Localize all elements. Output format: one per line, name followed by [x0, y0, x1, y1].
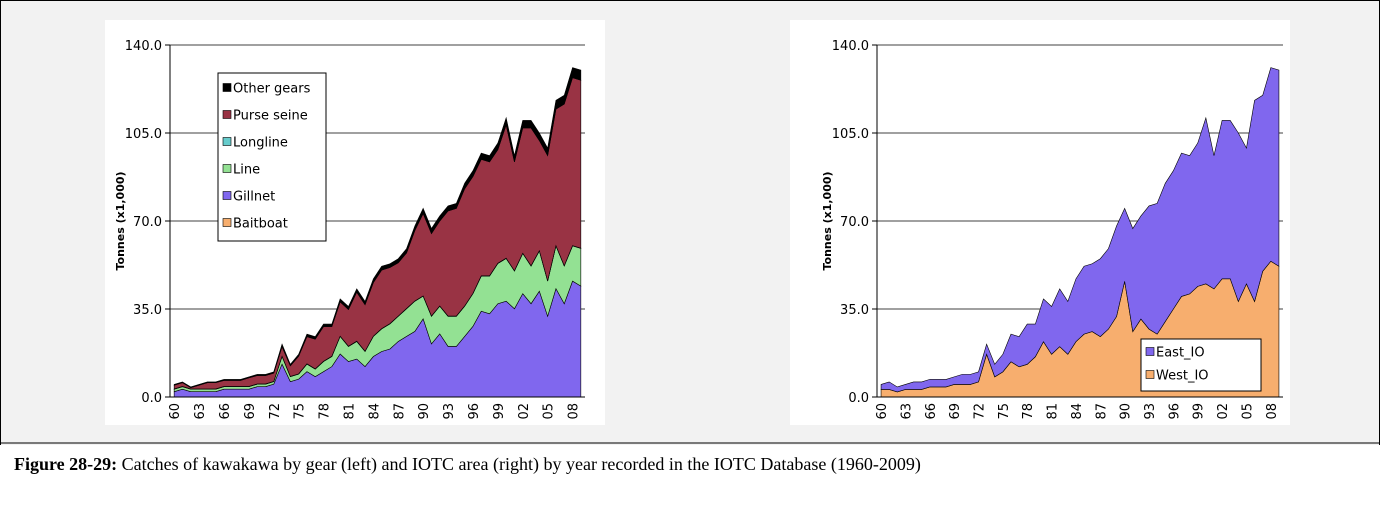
figure: 0.0 35.0 70.0 105.0 140.0 60 63 66 69 72 75 78 81 84 8…: [0, 0, 1380, 445]
x-tick-label: 69: [948, 403, 963, 420]
y-axis-label: Tonnes (x1,000): [821, 171, 834, 270]
legend-label: West_IO: [1156, 369, 1209, 384]
legend: [1140, 338, 1262, 392]
y-tick-label: 0.0: [141, 391, 162, 406]
x-tick-label: 84: [1070, 403, 1085, 420]
y-tick-label: 140.0: [832, 39, 869, 54]
x-tick-label: 75: [997, 403, 1012, 420]
x-tick-label: 93: [442, 403, 457, 420]
x-tick-label: 99: [492, 403, 507, 420]
x-tick-label: 02: [1216, 403, 1231, 420]
legend-label: Baitboat: [233, 217, 288, 232]
area: [173, 67, 582, 389]
legend-label: Purse seine: [233, 109, 308, 124]
x-tick-label: 90: [417, 403, 432, 420]
x-tick-label: 08: [567, 403, 582, 420]
legend: [217, 72, 327, 242]
x-tick-label: 87: [1094, 403, 1109, 420]
x-tick-label: 78: [1021, 403, 1036, 420]
x-tick-label: 72: [973, 403, 988, 420]
y-tick-label: 70.0: [133, 215, 162, 230]
x-tick-label: 60: [875, 403, 890, 420]
legend-swatch: [1145, 370, 1155, 379]
x-tick-label: 69: [243, 403, 258, 420]
x-tick-label: 63: [899, 403, 914, 420]
y-tick-label: 105.0: [832, 127, 869, 142]
caption: Figure 28-29: Catches of kawakawa by gea…: [14, 454, 921, 475]
x-tick-label: 96: [467, 403, 482, 420]
y-tick-label: 140.0: [125, 39, 162, 54]
legend-label: Line: [233, 163, 260, 178]
legend-label: Other gears: [233, 82, 311, 97]
x-tick-label: 66: [218, 403, 233, 420]
area: [880, 67, 1280, 393]
caption-text: Catches of kawakawa by gear (left) and I…: [121, 454, 921, 474]
legend-swatch: [222, 110, 232, 119]
x-tick-label: 63: [193, 403, 208, 420]
y-tick-label: 0.0: [848, 391, 869, 406]
x-tick-label: 81: [342, 403, 357, 420]
y-tick-label: 35.0: [840, 303, 869, 318]
x-tick-label: 96: [1167, 403, 1182, 420]
x-tick-label: 87: [392, 403, 407, 420]
x-tick-label: 84: [367, 403, 382, 420]
y-tick-label: 70.0: [840, 215, 869, 230]
x-tick-label: 08: [1265, 403, 1280, 420]
legend-swatch: [222, 218, 232, 227]
x-tick-label: 81: [1046, 403, 1061, 420]
x-tick-label: 99: [1192, 403, 1207, 420]
y-axis-label: Tonnes (x1,000): [114, 171, 127, 270]
x-tick-label: 02: [517, 403, 532, 420]
x-tick-label: 93: [1143, 403, 1158, 420]
x-tick-label: 90: [1119, 403, 1134, 420]
legend-swatch: [1145, 347, 1155, 356]
x-tick-label: 05: [542, 403, 557, 420]
legend-label: Gillnet: [233, 190, 275, 205]
caption-label: Figure 28-29:: [14, 454, 118, 474]
y-tick-label: 105.0: [125, 127, 162, 142]
legend-swatch: [222, 191, 232, 200]
legend-label: Longline: [233, 136, 288, 151]
y-tick-label: 35.0: [133, 303, 162, 318]
x-tick-label: 60: [168, 403, 183, 420]
x-tick-label: 72: [268, 403, 283, 420]
legend-swatch: [222, 164, 232, 173]
legend-swatch: [222, 137, 232, 146]
x-tick-label: 05: [1240, 403, 1255, 420]
legend-label: East_IO: [1156, 346, 1205, 361]
x-tick-label: 66: [924, 403, 939, 420]
x-tick-label: 78: [318, 403, 333, 420]
x-tick-label: 75: [293, 403, 308, 420]
legend-swatch: [222, 83, 232, 92]
